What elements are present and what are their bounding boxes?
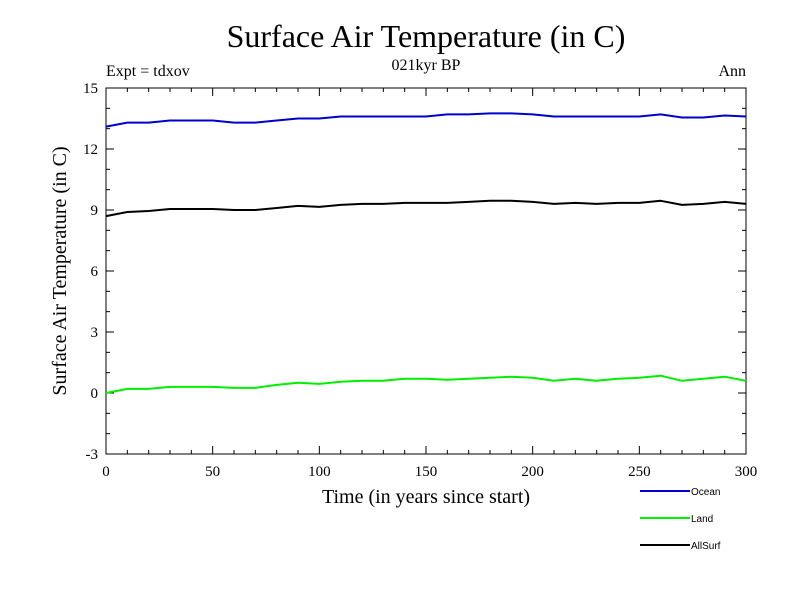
y-axis-title: Surface Air Temperature (in C) — [49, 146, 71, 395]
x-tick-label: 50 — [205, 464, 220, 480]
y-tick-label: 0 — [91, 386, 99, 402]
y-tick-label: -3 — [86, 447, 99, 463]
x-axis-title: Time (in years since start) — [322, 486, 530, 508]
legend-label-ocean: Ocean — [691, 487, 720, 498]
series-line-ocean — [105, 112, 747, 128]
x-tick-label: 200 — [521, 464, 544, 480]
x-axis: 0 50 100 150 200 250 300 — [102, 88, 757, 480]
experiment-label: Expt = tdxov — [106, 63, 190, 80]
plot-series — [105, 112, 747, 394]
x-tick-label: 0 — [102, 464, 110, 480]
y-tick-label: 12 — [83, 142, 98, 158]
x-tick-label: 150 — [415, 464, 438, 480]
period-label: Ann — [718, 63, 746, 80]
plot-frame — [105, 87, 747, 455]
legend-label-land: Land — [691, 514, 713, 525]
legend-label-allsurf: AllSurf — [691, 541, 721, 552]
y-axis: -3 0 3 6 9 12 15 — [83, 81, 746, 463]
series-line-land — [105, 374, 747, 394]
x-tick-label: 300 — [735, 464, 758, 480]
x-tick-label: 250 — [628, 464, 651, 480]
x-tick-label: 100 — [308, 464, 331, 480]
y-tick-label: 15 — [83, 81, 98, 97]
y-tick-label: 9 — [91, 203, 99, 219]
y-tick-label: 6 — [91, 264, 99, 280]
y-tick-label: 3 — [91, 325, 99, 341]
chart-subtitle: 021kyr BP — [392, 57, 461, 74]
legend: Ocean Land AllSurf — [640, 487, 721, 552]
chart-title: Surface Air Temperature (in C) — [227, 18, 626, 54]
series-line-allsurf — [105, 199, 747, 218]
